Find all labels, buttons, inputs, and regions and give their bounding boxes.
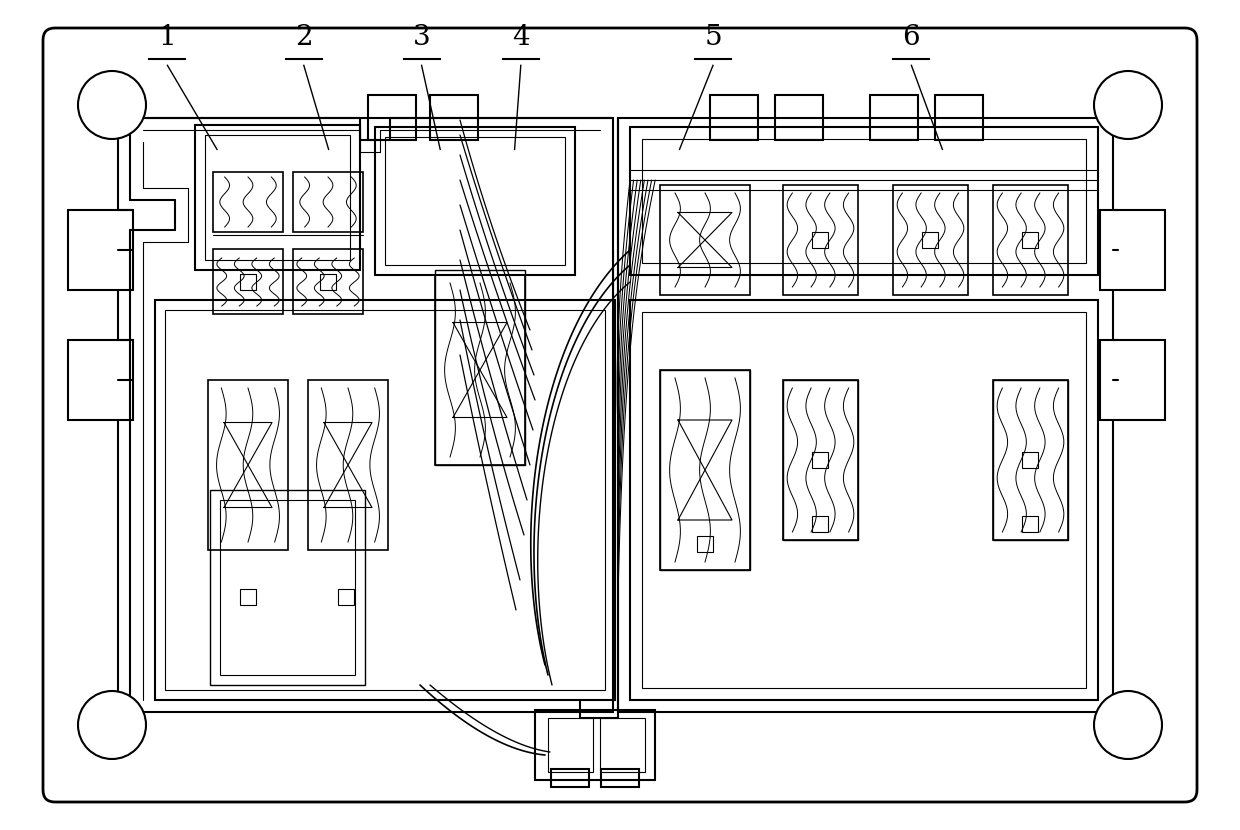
Bar — [1100, 210, 1166, 290]
Bar — [711, 95, 758, 140]
Bar — [210, 490, 365, 685]
Bar — [993, 380, 1068, 540]
Bar — [660, 185, 750, 295]
Bar — [782, 185, 858, 295]
Text: 4: 4 — [512, 24, 529, 51]
Bar — [1100, 340, 1166, 420]
Text: 1: 1 — [159, 24, 176, 51]
Bar — [642, 312, 1086, 688]
Bar — [660, 370, 750, 570]
Bar — [993, 380, 1068, 540]
Bar — [155, 300, 615, 700]
FancyBboxPatch shape — [43, 28, 1197, 802]
Bar — [293, 172, 363, 232]
Bar — [534, 710, 655, 780]
Bar — [368, 95, 415, 140]
Bar — [618, 118, 1114, 712]
Circle shape — [78, 691, 146, 759]
Bar — [601, 769, 639, 787]
Bar — [812, 516, 828, 532]
Bar — [630, 127, 1097, 275]
Bar — [213, 172, 283, 232]
Bar — [219, 500, 355, 675]
Bar — [935, 95, 983, 140]
Bar — [205, 135, 350, 260]
Bar — [339, 589, 353, 605]
Bar — [293, 249, 363, 314]
Bar — [1022, 452, 1038, 468]
Bar — [630, 300, 1097, 700]
Bar — [812, 232, 828, 248]
Bar — [241, 589, 255, 605]
Bar — [208, 380, 288, 550]
Bar — [68, 210, 133, 290]
Bar — [551, 769, 589, 787]
Bar — [1022, 516, 1038, 532]
Bar — [195, 125, 360, 270]
Bar — [165, 310, 605, 690]
Bar — [993, 185, 1068, 295]
Bar — [384, 137, 565, 265]
Bar — [782, 380, 858, 540]
Bar — [1022, 232, 1038, 248]
Bar — [213, 249, 283, 314]
Bar — [600, 718, 645, 772]
Bar — [775, 95, 823, 140]
Circle shape — [78, 71, 146, 139]
Text: 2: 2 — [295, 24, 312, 51]
Bar — [430, 95, 477, 140]
Bar — [642, 139, 1086, 263]
Circle shape — [1094, 691, 1162, 759]
Bar — [548, 718, 593, 772]
Bar — [308, 380, 388, 550]
Bar — [812, 452, 828, 468]
Bar — [697, 536, 713, 552]
Circle shape — [1094, 71, 1162, 139]
Bar — [782, 380, 858, 540]
Bar — [374, 127, 575, 275]
Bar — [660, 370, 750, 570]
Bar — [320, 274, 336, 290]
Bar — [893, 185, 968, 295]
Bar — [923, 232, 937, 248]
Bar — [870, 95, 918, 140]
Text: 5: 5 — [704, 24, 722, 51]
Text: 3: 3 — [413, 24, 430, 51]
Text: 6: 6 — [903, 24, 920, 51]
Bar — [435, 270, 525, 465]
Bar — [118, 118, 613, 712]
Bar — [241, 274, 255, 290]
Bar — [68, 340, 133, 420]
Bar — [435, 275, 525, 465]
